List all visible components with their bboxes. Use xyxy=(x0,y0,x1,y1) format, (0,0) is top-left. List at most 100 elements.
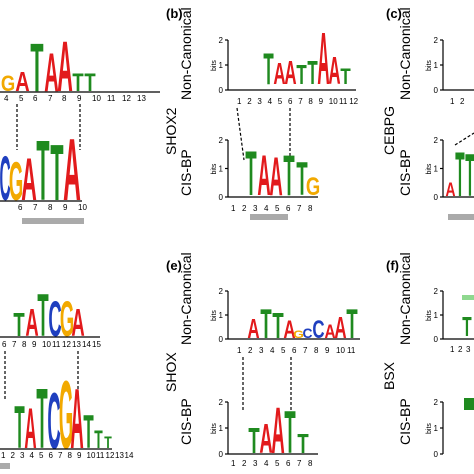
c-panel-letter: (c) xyxy=(386,6,402,21)
b-nc-position-label: 6 xyxy=(288,97,293,106)
b-nc-letter: A xyxy=(328,50,340,93)
a-cis-position-label: 10 xyxy=(78,203,87,212)
d-cis-position-label: 10 xyxy=(87,451,96,460)
non_canonical-y-tick-label: 1 xyxy=(219,311,224,320)
e-cis-position-label: 6 xyxy=(286,459,291,468)
non_canonical-y-axis-title: bits xyxy=(426,310,433,321)
e-cis-position-label: 5 xyxy=(275,459,280,468)
e-nc-position-label: 3 xyxy=(259,346,264,355)
a-cis-letter: C xyxy=(0,142,11,213)
b-cis-position-label: 3 xyxy=(253,204,258,213)
a-nc-position-label: 8 xyxy=(62,94,67,103)
d-cis-position-label: 12 xyxy=(106,451,115,460)
e-nc-letter: A xyxy=(247,313,259,344)
a-nc-position-label: 7 xyxy=(48,94,53,103)
d-cis-letter: A xyxy=(70,372,83,467)
e-cis-letter: A xyxy=(259,416,272,462)
a-nc-letter: T xyxy=(84,68,96,96)
b-cis-letter: T xyxy=(283,144,294,209)
e-row-label-non-canonical: Non-Canonical xyxy=(178,252,194,345)
a-cis-letter: G xyxy=(9,150,23,212)
non_canonical-y-axis-title: bits xyxy=(211,60,218,71)
a-cis-position-label: 8 xyxy=(48,203,53,212)
a-nc-letter: A xyxy=(15,67,29,98)
c-cis-letter: T xyxy=(465,143,474,210)
d-nc-position-label: 13 xyxy=(72,340,81,349)
e-nc-position-label: 10 xyxy=(336,346,345,355)
cis_bp-y-tick-label: 1 xyxy=(434,165,439,174)
a-nc-letter: A xyxy=(44,40,58,102)
a-nc-position-label: 12 xyxy=(122,94,131,103)
b-nc-letter: A xyxy=(273,58,285,91)
b-nc-position-label: 9 xyxy=(319,97,324,106)
d-cis-letter: T xyxy=(104,434,112,452)
e-cis-position-label: 7 xyxy=(297,459,302,468)
cis_bp-y-axis-title: bits xyxy=(426,163,433,174)
b-nc-position-label: 8 xyxy=(308,97,313,106)
e-panel-letter: (e) xyxy=(166,258,182,273)
b-cis-position-label: 2 xyxy=(242,204,247,213)
b-cis-letter: G xyxy=(306,172,320,200)
e-cis-position-label: 4 xyxy=(264,459,269,468)
a-cis-letter: A xyxy=(63,120,81,219)
non_canonical-y-tick-label: 2 xyxy=(434,36,439,45)
b-nc-position-label: 5 xyxy=(278,97,283,106)
a-nc-position-label: 11 xyxy=(107,94,116,103)
b-nc-position-label: 2 xyxy=(247,97,252,106)
a-cis-letter: A xyxy=(21,145,37,213)
non_canonical-y-tick-label: 1 xyxy=(434,61,439,70)
d-cis-position-label: 7 xyxy=(58,451,63,460)
b-nc-letter: T xyxy=(263,46,274,95)
b-nc-position-label: 3 xyxy=(257,97,262,106)
b-cis-position-label: 6 xyxy=(286,204,291,213)
b-nc-position-label: 11 xyxy=(339,97,348,106)
b-dashed-guide xyxy=(236,107,245,161)
e-nc-letter: A xyxy=(324,320,335,342)
e-cis-position-label: 1 xyxy=(231,459,236,468)
e-cis-letter: A xyxy=(271,394,284,468)
d-nc-letter: G xyxy=(60,291,74,347)
b-nc-letter: T xyxy=(307,54,317,92)
c-row-label-cis-bp: CIS-BP xyxy=(397,149,413,196)
non_canonical-y-tick-label: 0 xyxy=(434,335,439,344)
cis_bp-y-tick-label: 0 xyxy=(434,193,439,202)
b-row-label-non-canonical: Non-Canonical xyxy=(178,7,194,100)
b-cis-position-label: 5 xyxy=(275,204,280,213)
non_canonical-y-tick-label: 2 xyxy=(434,287,439,296)
cis_bp-y-tick-label: 0 xyxy=(219,193,224,202)
a-nc-position-label: 10 xyxy=(92,94,101,103)
e-row-label-cis-bp: CIS-BP xyxy=(178,398,194,445)
d-nc-position-label: 9 xyxy=(32,340,37,349)
b-cis-letter: A xyxy=(257,144,270,209)
b-cis-position-label: 7 xyxy=(297,204,302,213)
a-cis-position-label: 7 xyxy=(33,203,38,212)
b-nc-letter: T xyxy=(296,59,306,90)
b-nc-position-label: 10 xyxy=(329,97,338,106)
b-nc-letter: T xyxy=(340,65,350,90)
d-cis-letter: C xyxy=(47,376,60,466)
d-nc-position-label: 11 xyxy=(52,340,61,349)
cis_bp-y-tick-label: 1 xyxy=(219,165,224,174)
d-cis-letter: G xyxy=(59,360,73,468)
d-nc-letter: T xyxy=(13,306,25,343)
d-cis-position-label: 5 xyxy=(39,451,44,460)
e-cis-position-label: 3 xyxy=(253,459,258,468)
e-nc-letter: T xyxy=(260,301,272,347)
e-nc-position-label: 6 xyxy=(292,346,297,355)
d-nc-position-label: 10 xyxy=(42,340,51,349)
d-cis-position-label: 13 xyxy=(115,451,124,460)
b-nc-position-label: 4 xyxy=(268,97,273,106)
d-cis-letter: T xyxy=(36,372,47,467)
cis_bp-y-tick-label: 2 xyxy=(434,136,439,145)
d-cis-position-label: 2 xyxy=(11,451,16,460)
cis_bp-y-tick-label: 2 xyxy=(219,136,224,145)
e-nc-letter: C xyxy=(312,316,324,344)
e-nc-position-label: 2 xyxy=(248,346,253,355)
b-cis-position-label: 1 xyxy=(231,204,236,213)
a-nc-letter: G xyxy=(1,73,15,97)
cis_bp-y-tick-label: 2 xyxy=(434,398,439,407)
a-cis-position-label: 9 xyxy=(63,203,68,212)
b-cis-letter: A xyxy=(269,145,282,207)
c-motif-bar xyxy=(448,214,474,220)
